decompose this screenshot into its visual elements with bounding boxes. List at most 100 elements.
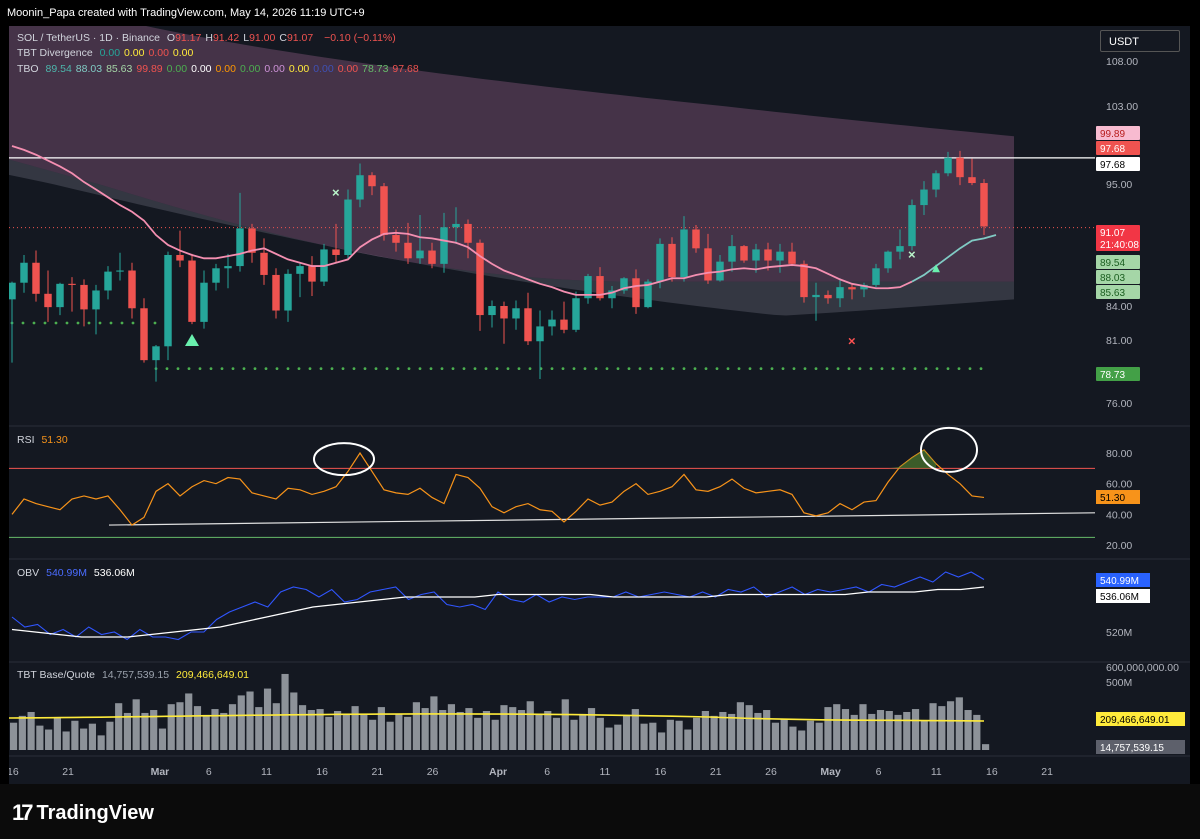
volume-bar: [334, 711, 342, 750]
candle-body: [620, 278, 628, 291]
price-badge: [1096, 126, 1140, 140]
tbo-value: 78.73: [362, 63, 389, 75]
support-dot: [209, 367, 213, 371]
obv-line: [11, 571, 985, 641]
volume-bar: [658, 732, 666, 750]
candle-body: [920, 189, 928, 206]
candle-body: [800, 263, 808, 298]
candle-body: [260, 252, 268, 275]
candle-body: [572, 298, 580, 330]
legend-rsi: RSI 51.30: [17, 434, 72, 446]
candle-body: [848, 287, 856, 290]
candle-body: [752, 249, 760, 261]
support-dot: [286, 367, 290, 371]
price-badge: [1096, 141, 1140, 155]
tbo-value: 0.00: [337, 63, 359, 75]
time-tick-label: 16: [655, 766, 667, 778]
volume-bar: [561, 699, 569, 750]
volume-bar: [351, 706, 359, 750]
volume-bar: [824, 707, 832, 750]
support-dot: [759, 367, 763, 371]
candle-body: [224, 266, 232, 269]
volume-bar: [491, 719, 499, 750]
volume-bar: [587, 708, 596, 750]
volume-bar: [622, 714, 631, 750]
support-dot: [396, 367, 400, 371]
support-dot: [242, 367, 246, 371]
volume-bar: [123, 712, 132, 750]
price-badge-label: 99.89: [1100, 129, 1125, 140]
volume-bar: [447, 704, 456, 750]
divergence-label[interactable]: TBT Divergence: [17, 47, 93, 59]
buy-signal-triangle-small: [932, 264, 940, 273]
support-dot: [131, 321, 135, 325]
chart-svg[interactable]: × × × 108.00 103.00 95.00 84.00 81.00 76.00 99.89…: [9, 26, 1190, 784]
currency-label: USDT: [1109, 36, 1139, 48]
support-dot: [858, 367, 862, 371]
rsi-label[interactable]: RSI: [17, 434, 35, 446]
candle-body: [20, 262, 28, 283]
support-dot: [968, 367, 972, 371]
volume-bar: [666, 719, 674, 750]
tbo-value: 88.03: [75, 63, 103, 75]
support-dot: [462, 367, 466, 371]
currency-selector[interactable]: USDT: [1100, 30, 1180, 52]
bq-value-2: 209,466,649.01: [176, 669, 250, 681]
support-dot: [682, 367, 686, 371]
support-dot: [32, 321, 36, 325]
tradingview-logo[interactable]: 17 TradingView: [12, 800, 154, 826]
tbo-fast-line-bull: [911, 234, 997, 283]
volume-bar: [386, 721, 394, 750]
candle-body: [512, 308, 520, 319]
volume-bar: [552, 717, 561, 750]
obv-badge-2: [1096, 589, 1150, 603]
support-dot: [319, 367, 323, 371]
volume-bar: [439, 710, 447, 750]
tbo-values: 89.54 88.03 85.63 99.89 0.00 0.00 0.00 0.00 0.00…: [46, 63, 423, 75]
price-badge-label: 97.68: [1100, 160, 1125, 171]
candle-body: [836, 287, 844, 299]
cross-marker-green: ×: [332, 185, 340, 200]
time-tick-label: 16: [316, 766, 328, 778]
tbo-value: 0.00: [166, 63, 188, 75]
price-tick-label: 108.00: [1106, 56, 1138, 68]
candle-body: [416, 250, 424, 259]
time-tick-label: May: [820, 766, 841, 778]
candle-body: [608, 290, 616, 299]
volume-bar: [141, 712, 149, 750]
volume-bar: [220, 712, 228, 750]
support-dot: [594, 367, 598, 371]
tbo-label[interactable]: TBO: [17, 63, 39, 75]
candle-body: [296, 266, 304, 274]
volume-bar: [246, 691, 254, 750]
bq-badge-label: 209,466,649.01: [1100, 715, 1170, 726]
symbol-label[interactable]: SOL / TetherUS · 1D · Binance: [17, 32, 160, 44]
obv-value-2: 536.06M: [93, 567, 135, 579]
chart-area[interactable]: × × × 108.00 103.00 95.00 84.00 81.00 76.00 99.89…: [9, 26, 1190, 784]
candle-body: [392, 235, 400, 243]
support-dot: [704, 367, 708, 371]
support-dot: [605, 367, 609, 371]
volume-bar: [509, 707, 517, 750]
price-badge: [1096, 270, 1140, 284]
obv-badge-label: 540.99M: [1100, 576, 1139, 587]
volume-bar: [544, 711, 552, 750]
volume-bar: [237, 695, 245, 750]
support-dot: [87, 321, 91, 325]
bq-label[interactable]: TBT Base/Quote: [17, 669, 96, 681]
candle-body: [56, 283, 64, 308]
candle-body: [488, 306, 496, 316]
obv-label[interactable]: OBV: [17, 567, 40, 579]
support-dot: [264, 367, 268, 371]
volume-bar: [377, 707, 385, 750]
support-dot: [21, 321, 25, 325]
support-dot: [946, 367, 950, 371]
volume-bar: [211, 709, 219, 750]
tbo-value: 0.00: [288, 63, 310, 75]
volume-bar: [605, 727, 613, 750]
price-badge-label: 85.63: [1100, 288, 1125, 299]
volume-bar: [903, 711, 911, 750]
volume-bar: [202, 714, 210, 750]
tbo-value: 0.00: [239, 63, 261, 75]
